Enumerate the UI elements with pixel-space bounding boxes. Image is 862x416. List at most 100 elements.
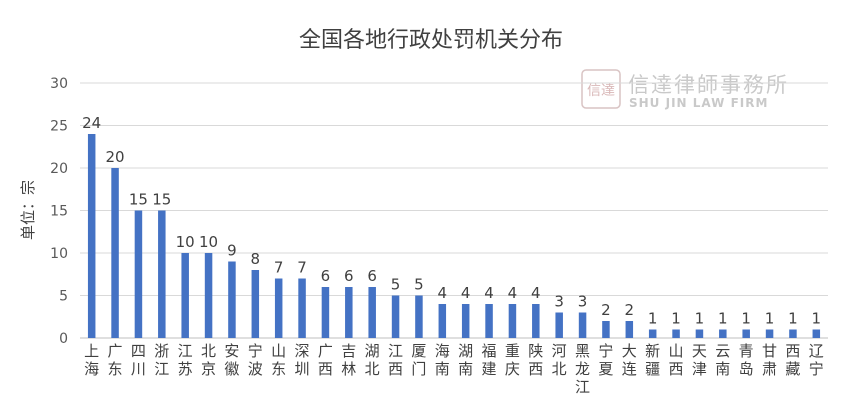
data-label: 3 bbox=[554, 293, 564, 311]
bar bbox=[391, 295, 400, 338]
bar bbox=[789, 329, 797, 338]
data-label: 4 bbox=[461, 284, 471, 302]
data-label: 1 bbox=[741, 310, 751, 328]
data-label: 9 bbox=[227, 242, 237, 260]
bar bbox=[274, 278, 283, 338]
seal-icon bbox=[581, 69, 621, 109]
y-tick-label: 10 bbox=[50, 246, 68, 262]
seal-text: 信達 bbox=[587, 83, 615, 99]
bar bbox=[111, 168, 119, 338]
data-label: 4 bbox=[438, 284, 448, 302]
category-label: 广西 bbox=[318, 342, 333, 378]
bar bbox=[134, 210, 143, 338]
category-label: 上海 bbox=[84, 342, 99, 378]
category-label: 山西 bbox=[669, 342, 684, 378]
category-label: 大连 bbox=[622, 342, 637, 378]
gridlines bbox=[80, 82, 828, 339]
category-label: 甘肃 bbox=[762, 342, 777, 378]
data-label: 1 bbox=[695, 310, 705, 328]
bar bbox=[298, 278, 306, 338]
bar bbox=[438, 304, 447, 338]
bar bbox=[251, 270, 260, 338]
data-label: 6 bbox=[367, 267, 377, 285]
data-label: 1 bbox=[765, 310, 775, 328]
data-label: 4 bbox=[484, 284, 494, 302]
data-label: 24 bbox=[82, 114, 101, 132]
data-label: 1 bbox=[812, 310, 822, 328]
category-label: 重庆 bbox=[505, 342, 520, 378]
bar bbox=[555, 312, 563, 338]
bar bbox=[812, 329, 821, 338]
bar bbox=[345, 287, 353, 338]
category-label: 江苏 bbox=[178, 342, 193, 378]
data-label: 3 bbox=[578, 293, 588, 311]
bar bbox=[368, 287, 376, 338]
y-tick-label: 30 bbox=[50, 76, 68, 92]
category-label: 陕西 bbox=[528, 342, 543, 378]
category-label: 浙江 bbox=[154, 342, 169, 378]
data-label: 10 bbox=[176, 233, 195, 251]
category-label: 广东 bbox=[108, 342, 123, 378]
category-label: 安徽 bbox=[224, 342, 239, 378]
data-label: 4 bbox=[531, 284, 541, 302]
category-label: 山东 bbox=[271, 342, 286, 378]
data-label: 2 bbox=[601, 301, 611, 319]
bar bbox=[602, 321, 610, 338]
y-tick-label: 20 bbox=[50, 161, 68, 177]
y-tick-label: 5 bbox=[59, 289, 68, 305]
category-label: 河北 bbox=[552, 342, 567, 378]
category-label: 云南 bbox=[715, 342, 730, 378]
bar bbox=[648, 329, 657, 338]
bar bbox=[508, 304, 517, 338]
data-label: 10 bbox=[199, 233, 218, 251]
category-label: 湖南 bbox=[458, 342, 473, 378]
bar bbox=[765, 329, 774, 338]
watermark-name-en: SHU JIN LAW FIRM bbox=[629, 96, 768, 110]
category-label: 宁波 bbox=[248, 342, 263, 378]
data-label: 15 bbox=[129, 191, 148, 209]
bar bbox=[181, 253, 189, 338]
chart-title: 全国各地行政处罚机关分布 bbox=[299, 28, 563, 53]
data-label: 5 bbox=[391, 276, 401, 294]
category-label: 宁夏 bbox=[598, 342, 613, 378]
category-label: 天津 bbox=[692, 342, 707, 378]
data-label: 7 bbox=[297, 259, 307, 277]
category-label: 湖北 bbox=[365, 342, 380, 378]
bar bbox=[228, 261, 236, 338]
data-label: 5 bbox=[414, 276, 424, 294]
category-label: 黑龙江 bbox=[575, 342, 590, 396]
bar bbox=[672, 329, 680, 338]
y-tick-label: 15 bbox=[50, 204, 68, 220]
data-label: 8 bbox=[251, 250, 261, 268]
bar bbox=[87, 134, 96, 338]
law-firm-watermark: 信達 信達律師事務所 SHU JIN LAW FIRM bbox=[581, 69, 789, 110]
category-label: 厦门 bbox=[411, 342, 426, 378]
bar bbox=[719, 329, 727, 338]
y-axis-label: 单位：宗 bbox=[19, 180, 37, 240]
bar bbox=[742, 329, 750, 338]
data-label: 6 bbox=[344, 267, 354, 285]
bars bbox=[87, 134, 821, 338]
category-label: 江西 bbox=[388, 342, 403, 378]
y-axis-ticks: 0 5 10 15 20 25 30 bbox=[50, 76, 68, 347]
data-label: 1 bbox=[788, 310, 798, 328]
bar bbox=[415, 295, 423, 338]
data-label: 7 bbox=[274, 259, 284, 277]
watermark-name-cn: 信達律師事務所 bbox=[628, 73, 789, 97]
category-label: 福建 bbox=[482, 342, 497, 378]
category-label: 四川 bbox=[131, 342, 146, 378]
bar bbox=[485, 304, 493, 338]
bar bbox=[321, 287, 330, 338]
category-label: 深圳 bbox=[295, 342, 310, 378]
data-label: 15 bbox=[152, 191, 171, 209]
y-tick-label: 25 bbox=[50, 119, 68, 135]
bar bbox=[578, 312, 587, 338]
data-label: 20 bbox=[106, 148, 125, 166]
y-tick-label: 0 bbox=[59, 331, 68, 347]
category-label: 新疆 bbox=[645, 342, 660, 378]
data-label: 4 bbox=[508, 284, 518, 302]
data-label: 1 bbox=[671, 310, 681, 328]
data-label: 1 bbox=[718, 310, 728, 328]
